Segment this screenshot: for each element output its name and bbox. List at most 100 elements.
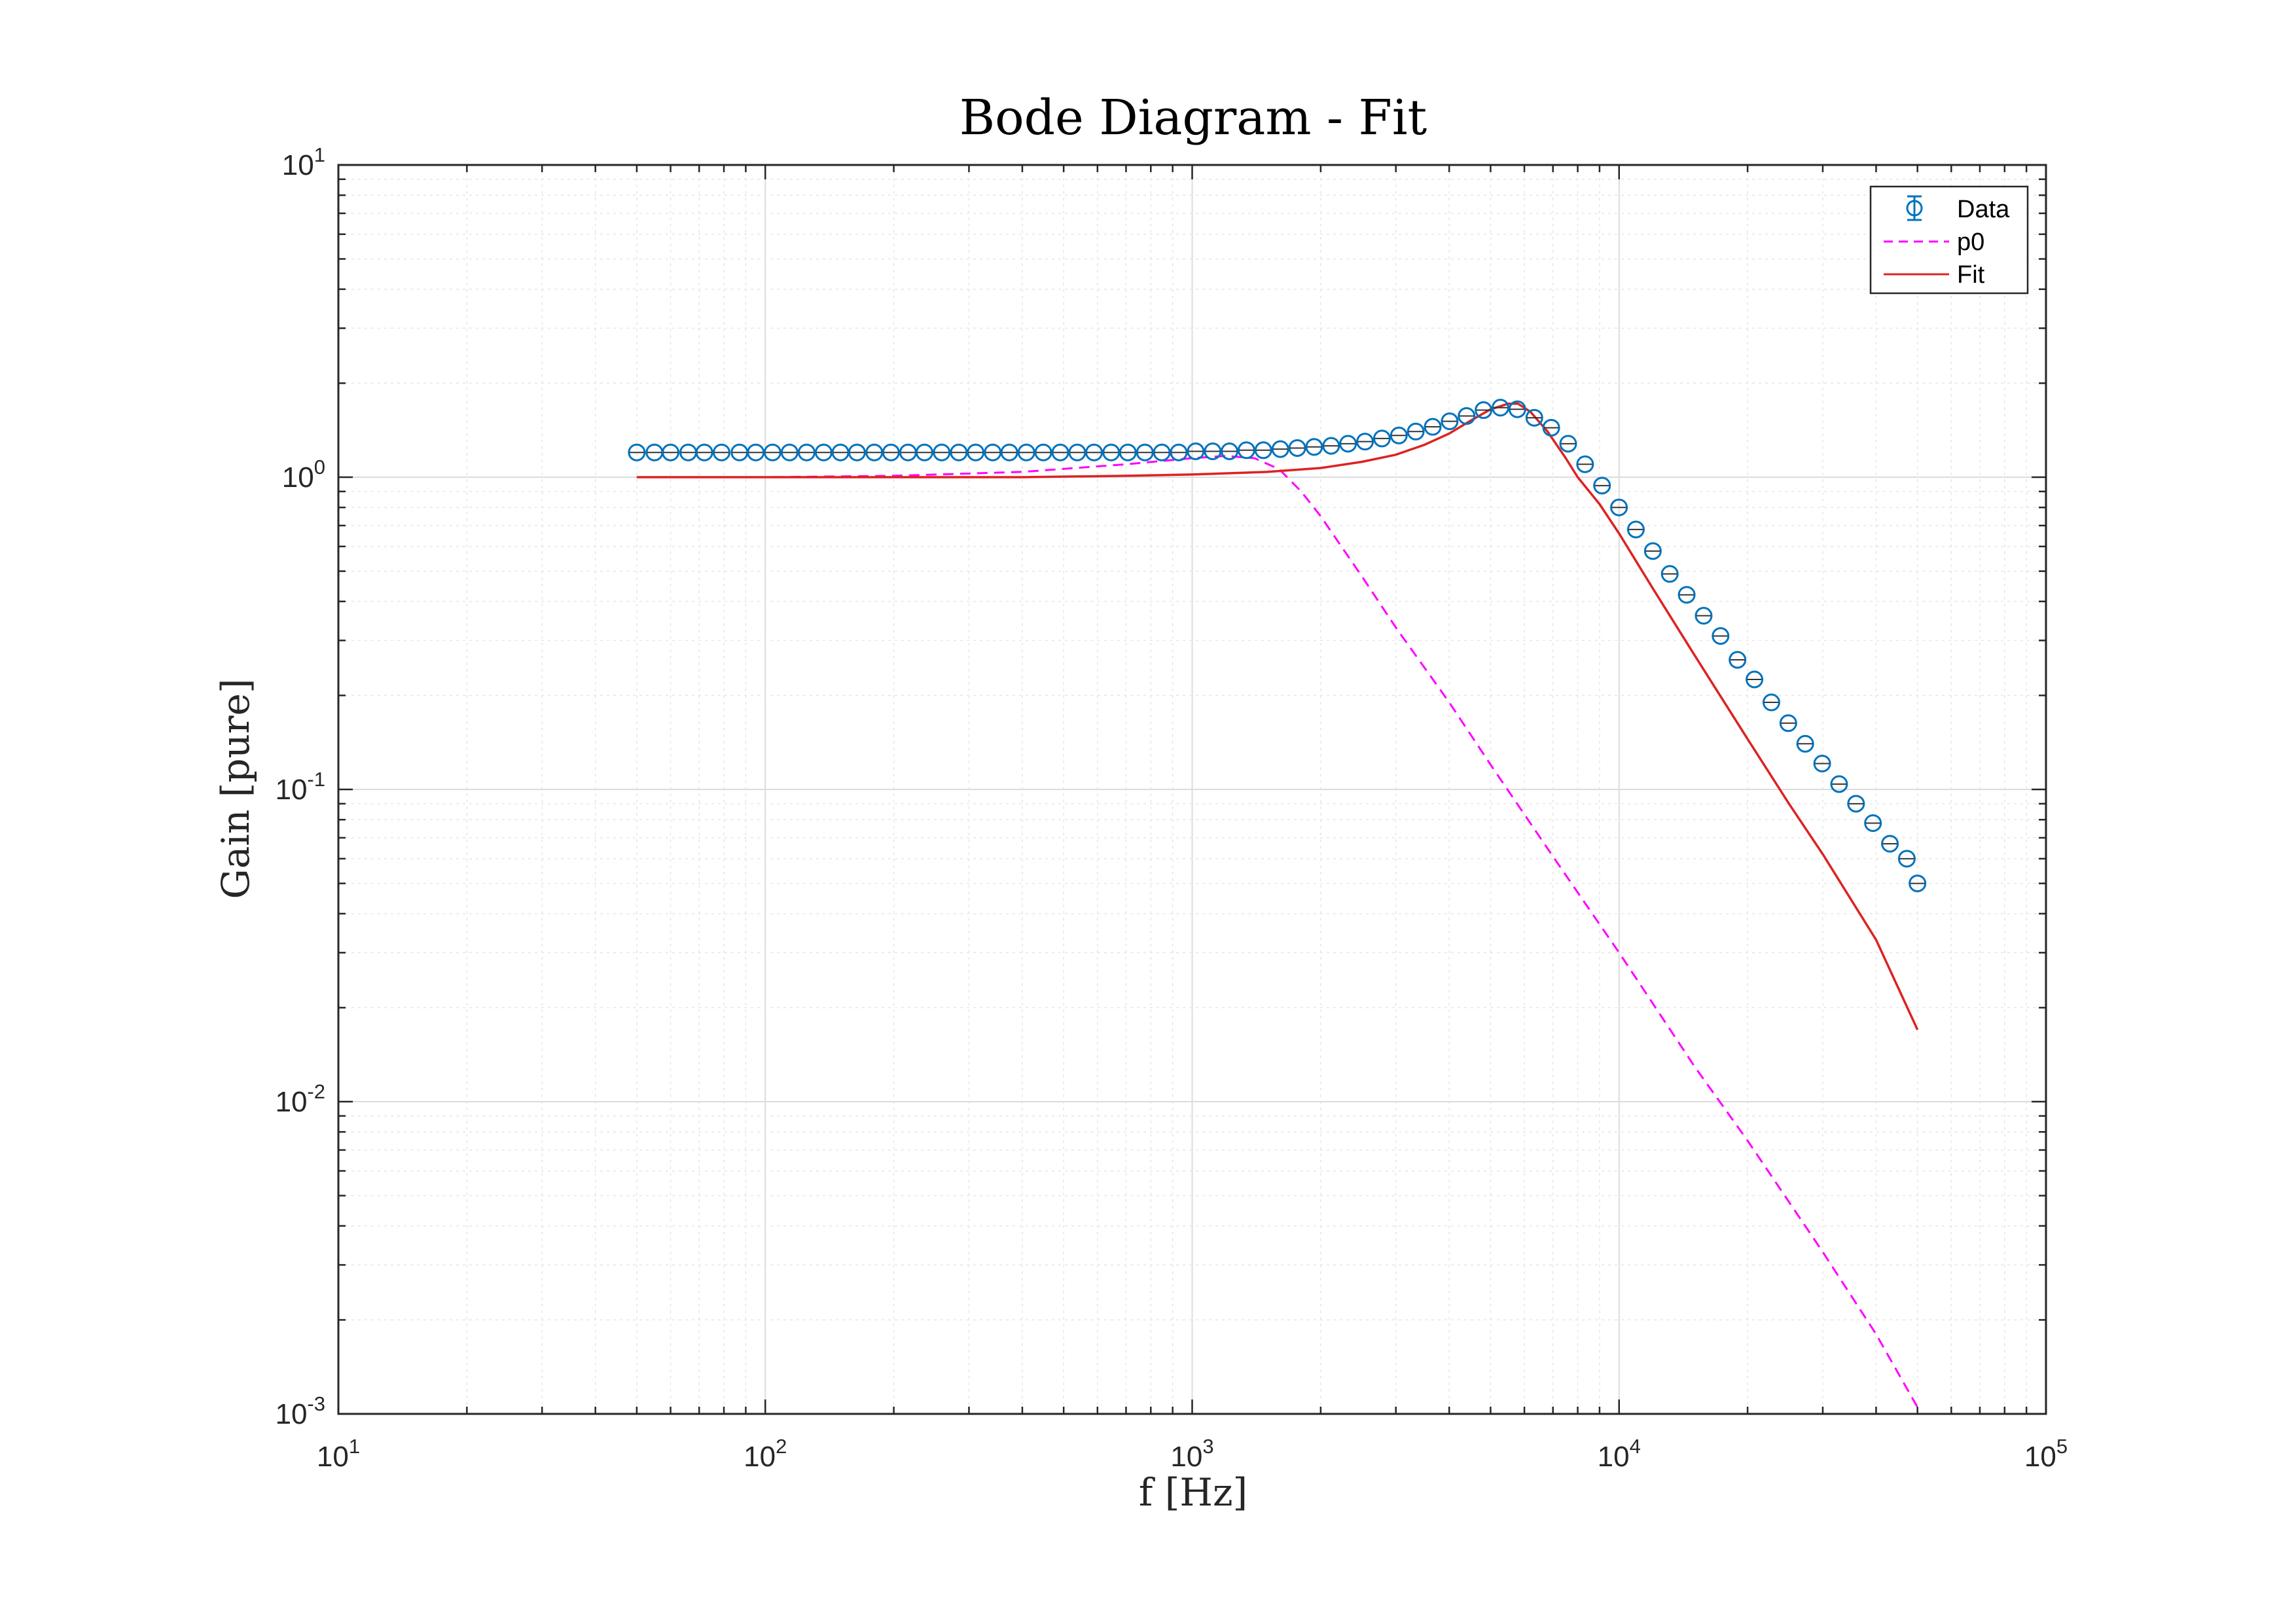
data-point <box>1813 755 1831 773</box>
data-point-marker <box>933 443 951 461</box>
data-point-marker <box>915 443 933 461</box>
data-point <box>1762 693 1780 712</box>
data-point-marker <box>967 443 985 461</box>
series-fit-line <box>636 402 1919 1030</box>
data-point <box>1593 477 1611 495</box>
data-point <box>780 443 798 461</box>
data-point <box>1441 412 1459 431</box>
data-point-marker <box>1322 437 1340 455</box>
data-point <box>1847 795 1865 813</box>
data-point-marker <box>1576 455 1594 473</box>
data-point-marker <box>1034 443 1052 461</box>
data-point-marker <box>1559 435 1577 453</box>
legend-label-fit: Fit <box>1957 261 1985 289</box>
data-point <box>1746 670 1764 689</box>
data-point-marker <box>1221 442 1239 461</box>
data-point-marker <box>1441 412 1459 431</box>
data-point-marker <box>1762 693 1780 712</box>
data-point-marker <box>1610 498 1628 516</box>
legend-label-data: Data <box>1957 196 2010 223</box>
data-point <box>882 443 900 461</box>
data-point <box>1508 400 1526 418</box>
data-point-marker <box>1847 795 1865 813</box>
data-point <box>1153 443 1171 461</box>
data-point-marker <box>763 443 781 461</box>
data-point <box>1559 435 1577 453</box>
data-point <box>1136 443 1154 461</box>
y-tick-label: 10-2 <box>275 1080 325 1118</box>
data-point-marker <box>1187 442 1205 461</box>
data-point <box>1254 441 1272 460</box>
data-point <box>1525 408 1543 427</box>
data-point <box>1305 438 1323 456</box>
data-point <box>730 443 749 461</box>
data-point <box>1017 443 1035 461</box>
legend-data-marker <box>1906 195 1923 221</box>
data-point-marker <box>1017 443 1035 461</box>
data-point-marker <box>1492 399 1510 417</box>
data-point <box>950 443 968 461</box>
data-point <box>747 443 765 461</box>
data-point <box>1576 455 1594 473</box>
data-point <box>814 443 833 461</box>
data-point-marker <box>1881 835 1899 853</box>
data-point-marker <box>882 443 900 461</box>
data-point-marker <box>1712 627 1730 645</box>
data-point <box>1660 565 1679 583</box>
data-point <box>1909 875 1927 893</box>
data-point <box>1339 435 1357 453</box>
data-point-marker <box>1458 407 1476 425</box>
data-point <box>763 443 781 461</box>
data-point-marker <box>814 443 833 461</box>
data-point <box>1643 542 1662 560</box>
data-point <box>1068 443 1086 461</box>
data-point-marker <box>1102 443 1121 461</box>
data-point-marker <box>628 443 646 461</box>
data-point <box>1204 442 1222 461</box>
data-point <box>679 443 698 461</box>
data-point-marker <box>1051 443 1069 461</box>
y-axis-label: Gain [pure] <box>213 678 258 899</box>
data-point <box>915 443 933 461</box>
data-point-marker <box>797 443 816 461</box>
grid <box>338 165 2046 1415</box>
data-point-marker <box>1813 755 1831 773</box>
data-point-marker <box>1626 520 1645 539</box>
data-point <box>628 443 646 461</box>
data-point <box>1458 407 1476 425</box>
data-point-marker <box>1830 775 1848 793</box>
data-point-marker <box>1136 443 1154 461</box>
data-point-marker <box>1153 443 1171 461</box>
data-point <box>899 443 917 461</box>
data-point <box>1288 439 1306 457</box>
data-point <box>1542 418 1560 437</box>
data-point-marker <box>1796 734 1814 753</box>
data-point <box>1712 627 1730 645</box>
data-point <box>1610 498 1628 516</box>
data-point <box>1881 835 1899 853</box>
data-point <box>1677 586 1696 604</box>
data-point-marker <box>1475 401 1493 420</box>
data-point <box>1085 443 1103 461</box>
data-point-marker <box>1677 586 1696 604</box>
data-point <box>662 443 680 461</box>
data-point-marker <box>1779 714 1797 732</box>
data-point <box>1221 442 1239 461</box>
series-p0-line <box>636 454 1919 1408</box>
data-point <box>1051 443 1069 461</box>
data-point-marker <box>848 443 866 461</box>
data-point <box>797 443 816 461</box>
data-point-marker <box>1897 850 1916 868</box>
data-point <box>1475 401 1493 420</box>
data-point <box>1372 429 1391 448</box>
y-tick-label: 10-1 <box>275 768 325 806</box>
data-point-marker <box>1695 607 1713 625</box>
data-point <box>933 443 951 461</box>
data-point-marker <box>695 443 713 461</box>
data-point <box>831 443 850 461</box>
data-point-marker <box>1909 875 1927 893</box>
data-point <box>1322 437 1340 455</box>
data-point <box>1492 399 1510 417</box>
data-point <box>1237 441 1255 460</box>
data-point-marker <box>1593 477 1611 495</box>
